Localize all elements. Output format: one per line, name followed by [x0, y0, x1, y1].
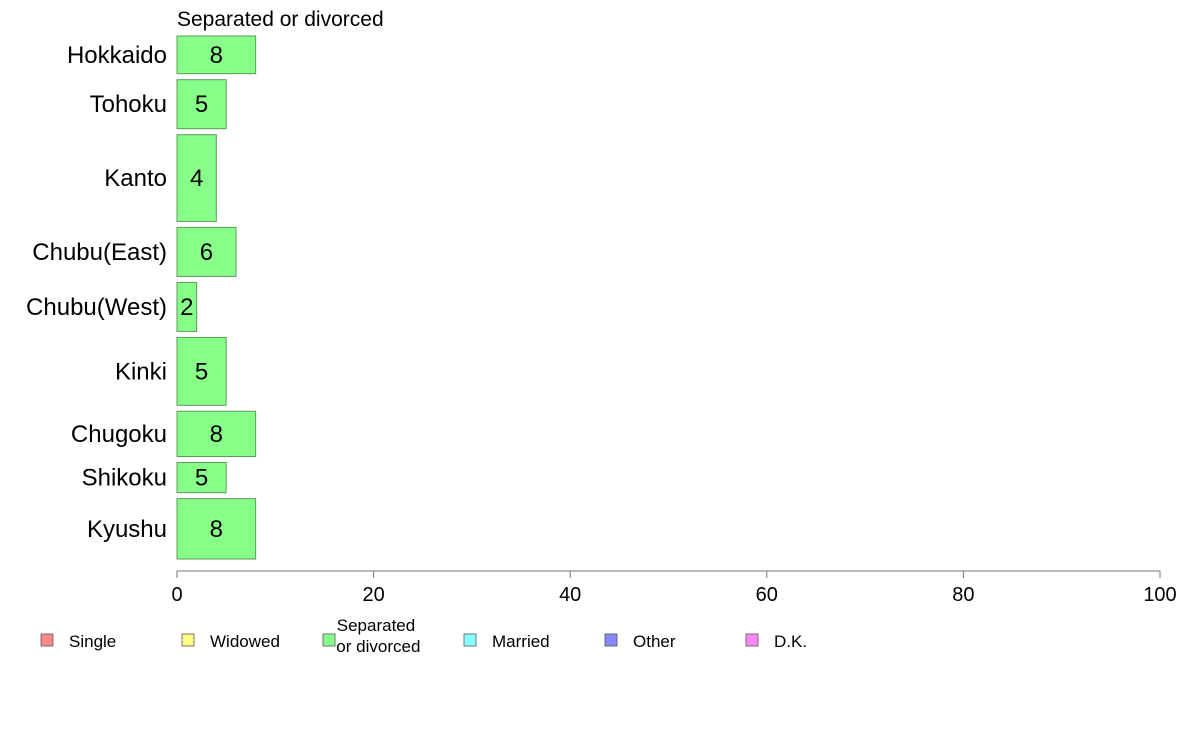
bar-chubu-west [176, 281, 198, 332]
legend-label-single: Single [69, 632, 116, 651]
legend-label-married: Married [492, 632, 550, 651]
chart-title: Separated or divorced [177, 8, 384, 31]
bar-chugoku [176, 410, 257, 458]
category-label: Kinki [115, 358, 167, 385]
bar-value-label: 8 [210, 421, 223, 448]
bar-value-label: 6 [200, 239, 213, 266]
x-tick-label: 100 [1143, 584, 1176, 606]
category-label: Tohoku [90, 91, 167, 118]
category-label: Chubu(West) [26, 294, 167, 321]
x-tick-label: 0 [171, 584, 182, 606]
bar-kanto [176, 134, 217, 222]
legend: Single Widowed Separated or divorced Marrie… [40, 616, 807, 656]
bar-value-label: 5 [195, 91, 208, 118]
bar-tohoku [176, 79, 227, 130]
bar-kyushu [176, 498, 257, 560]
bar-value-label: 2 [180, 294, 193, 321]
category-label: Kyushu [87, 516, 167, 543]
bar-shikoku [176, 462, 227, 494]
bar-kinki [176, 336, 227, 406]
category-label: Chubu(East) [32, 239, 167, 266]
x-axis: 0 20 40 60 80 100 [171, 570, 1177, 606]
bar-value-label: 4 [190, 165, 203, 192]
legend-label-other: Other [633, 632, 676, 651]
bars-group: 8 Hokkaido 5 Tohoku 4 Kanto 6 Chubu(East) 2 Chubu… [26, 35, 257, 560]
legend-swatch-single [40, 633, 54, 647]
bar-value-label: 5 [195, 358, 208, 385]
bar-hokkaido [176, 35, 257, 75]
x-tick-label: 60 [756, 584, 778, 606]
legend-swatch-d-k [745, 633, 759, 647]
bar-value-label: 8 [210, 42, 223, 69]
legend-swatch-other [604, 633, 618, 647]
legend-label-separated-or-divorced: Separated or divorced [332, 616, 421, 656]
bar-value-label: 8 [210, 516, 223, 543]
x-tick-label: 80 [952, 584, 974, 606]
x-tick-label: 40 [559, 584, 581, 606]
legend-swatch-widowed [181, 633, 195, 647]
legend-swatch-married [463, 633, 477, 647]
x-tick-label: 20 [362, 584, 384, 606]
legend-label-d-k: D.K. [774, 632, 807, 651]
category-label: Kanto [104, 165, 167, 192]
category-label: Chugoku [71, 421, 167, 448]
bar-chubu-east [176, 226, 237, 277]
legend-swatch-separated-or-divorced [322, 633, 336, 647]
category-label: Hokkaido [67, 42, 167, 69]
bar-value-label: 5 [195, 465, 208, 492]
category-label: Shikoku [82, 465, 167, 492]
legend-label-widowed: Widowed [210, 632, 280, 651]
